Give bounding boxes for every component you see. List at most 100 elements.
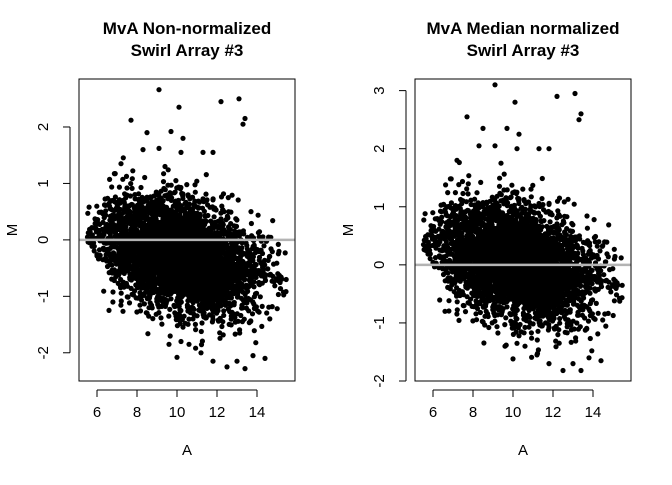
scatter-point xyxy=(494,324,499,329)
scatter-point xyxy=(126,256,131,261)
scatter-point xyxy=(113,269,118,274)
scatter-point xyxy=(219,324,224,329)
scatter-point xyxy=(270,218,275,223)
x-tick-label: 8 xyxy=(133,404,141,421)
scatter-point xyxy=(199,241,204,246)
scatter-point xyxy=(219,204,224,209)
scatter-point xyxy=(195,299,200,304)
scatter-point xyxy=(207,265,212,270)
scatter-point xyxy=(236,245,241,250)
scatter-point xyxy=(252,294,257,299)
scatter-point xyxy=(142,207,147,212)
scatter-point xyxy=(180,191,185,196)
scatter-point xyxy=(193,346,198,351)
scatter-point xyxy=(122,232,127,237)
scatter-point xyxy=(235,293,240,298)
chart-title-line-2: Swirl Array #3 xyxy=(467,41,580,60)
scatter-point xyxy=(283,250,288,255)
scatter-point xyxy=(169,183,174,188)
scatter-point xyxy=(210,282,215,287)
scatter-point xyxy=(169,198,174,203)
scatter-points xyxy=(85,87,289,371)
scatter-point xyxy=(212,214,217,219)
scatter-point xyxy=(267,254,272,259)
scatter-point xyxy=(255,247,260,252)
scatter-point xyxy=(168,289,173,294)
scatter-point xyxy=(497,176,502,181)
scatter-point xyxy=(141,231,146,236)
scatter-point xyxy=(107,229,112,234)
scatter-point xyxy=(139,249,144,254)
scatter-point xyxy=(111,212,116,217)
scatter-point xyxy=(123,206,128,211)
scatter-point xyxy=(112,278,117,283)
scatter-point xyxy=(193,322,198,327)
scatter-point xyxy=(113,225,118,230)
scatter-point xyxy=(124,185,129,190)
scatter-point xyxy=(118,285,123,290)
scatter-point xyxy=(215,254,220,259)
scatter-point xyxy=(211,196,216,201)
scatter-point xyxy=(117,185,122,190)
scatter-point xyxy=(216,265,221,270)
scatter-point xyxy=(112,199,117,204)
scatter-point xyxy=(245,247,250,252)
scatter-point xyxy=(226,195,231,200)
scatter-point xyxy=(168,296,173,301)
scatter-point xyxy=(216,308,221,313)
scatter-point xyxy=(174,185,179,190)
scatter-point xyxy=(184,270,189,275)
scatter-point xyxy=(497,184,502,189)
scatter-point xyxy=(270,249,275,254)
scatter-point xyxy=(225,215,230,220)
scatter-point xyxy=(213,247,218,252)
scatter-point xyxy=(128,193,133,198)
scatter-point xyxy=(110,218,115,223)
scatter-point xyxy=(186,219,191,224)
scatter-point xyxy=(244,240,249,245)
scatter-point xyxy=(142,175,147,180)
scatter-point xyxy=(141,271,146,276)
scatter-point xyxy=(176,216,181,221)
scatter-point xyxy=(227,322,232,327)
scatter-point xyxy=(126,241,131,246)
scatter-point xyxy=(129,286,134,291)
scatter-point xyxy=(101,289,106,294)
scatter-point xyxy=(152,226,157,231)
scatter-point xyxy=(197,232,202,237)
scatter-point xyxy=(113,171,118,176)
scatter-point xyxy=(118,303,123,308)
y-axis-label: M xyxy=(4,224,21,237)
scatter-point xyxy=(141,265,146,270)
scatter-point xyxy=(125,268,130,273)
scatter-point xyxy=(218,211,223,216)
scatter-point xyxy=(126,247,131,252)
scatter-point xyxy=(217,336,222,341)
scatter-point xyxy=(251,284,256,289)
scatter-point xyxy=(221,191,226,196)
scatter-point xyxy=(130,168,135,173)
scatter-point xyxy=(165,227,170,232)
scatter-point xyxy=(219,218,224,223)
scatter-point xyxy=(230,275,235,280)
scatter-point xyxy=(233,224,238,229)
scatter-point xyxy=(203,230,208,235)
outlier-point xyxy=(178,150,183,155)
chart-title-line-1: MvA Non-normalized xyxy=(103,19,271,38)
chart-title-line-2: Swirl Array #3 xyxy=(131,41,244,60)
scatter-point xyxy=(183,212,188,217)
scatter-point xyxy=(110,299,115,304)
scatter-point xyxy=(136,274,141,279)
x-tick-label: 14 xyxy=(249,404,266,421)
scatter-point xyxy=(161,186,166,191)
scatter-point xyxy=(162,212,167,217)
outlier-point xyxy=(210,359,215,364)
scatter-point xyxy=(186,192,191,197)
scatter-point xyxy=(209,274,214,279)
scatter-point xyxy=(159,304,164,309)
scatter-point xyxy=(252,328,257,333)
scatter-point xyxy=(189,271,194,276)
scatter-point xyxy=(160,262,165,267)
scatter-point xyxy=(187,307,192,312)
